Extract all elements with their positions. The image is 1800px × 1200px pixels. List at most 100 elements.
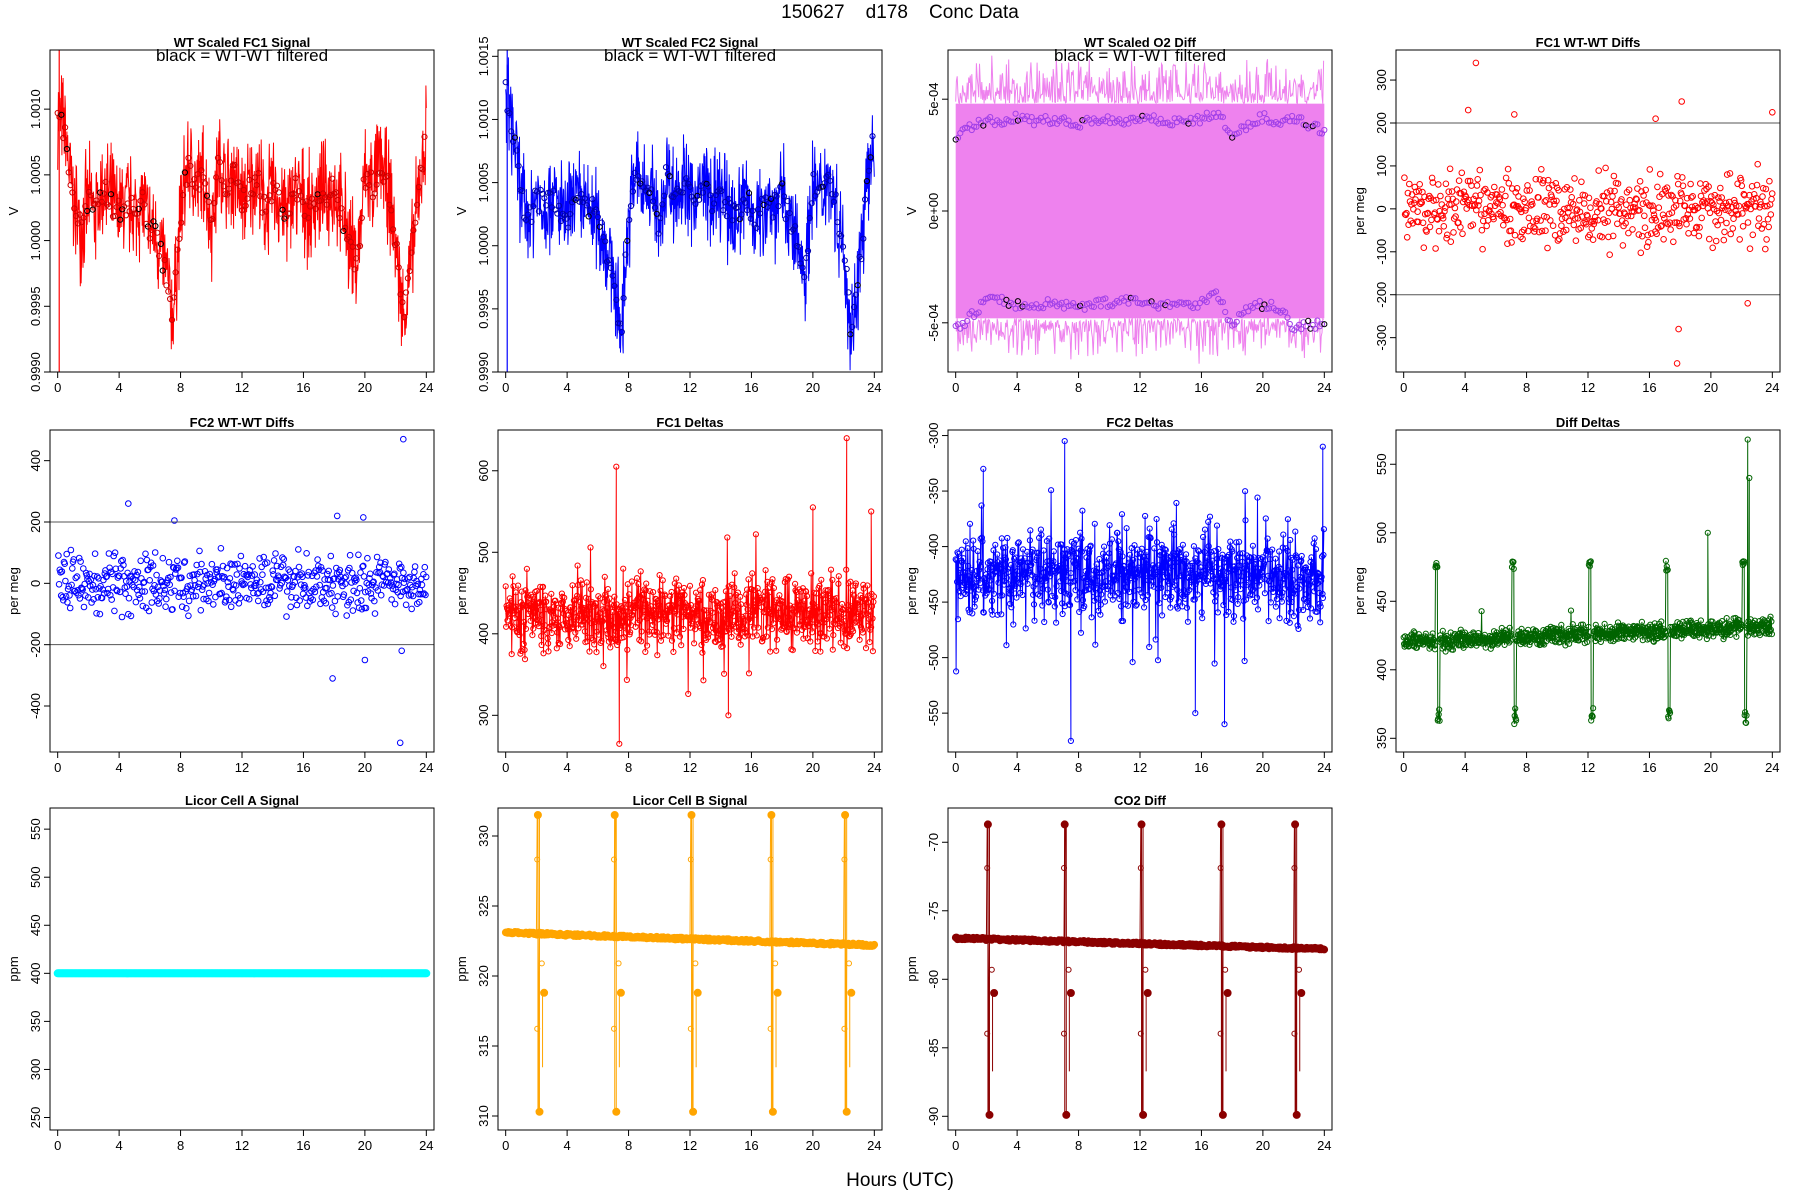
diff-point	[270, 557, 278, 564]
diff-point	[71, 587, 79, 595]
diff-point	[1642, 186, 1649, 194]
delta-point	[1287, 609, 1294, 616]
diff-point	[1421, 193, 1428, 201]
chart-title: FC2 Deltas	[1106, 415, 1173, 430]
diff-point	[298, 570, 306, 577]
filtered-point	[364, 171, 371, 178]
diff-point	[1607, 187, 1614, 195]
diff-point	[343, 612, 351, 619]
delta-point	[1242, 517, 1249, 524]
diff-point	[1515, 205, 1523, 212]
x-tick-label: 16	[744, 760, 758, 775]
diff-point	[1567, 186, 1574, 193]
delta-point	[803, 588, 810, 595]
delta-point	[518, 588, 525, 595]
delta-point	[1230, 618, 1237, 625]
diff-point	[391, 600, 399, 608]
o2-upper-point	[1127, 114, 1134, 122]
filtered-point	[209, 216, 216, 223]
diff-point	[1693, 223, 1701, 231]
diff-point	[327, 552, 335, 560]
diff-point	[1440, 223, 1448, 230]
filtered-point	[631, 169, 638, 176]
diff-point	[1538, 227, 1546, 235]
delta-point	[770, 585, 778, 592]
filtered-point	[262, 208, 270, 215]
outlier-point	[333, 512, 341, 520]
delta-point	[1116, 553, 1123, 560]
diff-point	[152, 591, 160, 598]
diff-point	[227, 560, 234, 568]
diff-point	[113, 586, 120, 594]
diff-point	[1645, 238, 1652, 246]
filtered-point	[806, 215, 813, 222]
filtered-point	[67, 182, 74, 189]
diff-point	[1625, 229, 1632, 237]
diff-point	[1540, 213, 1548, 220]
delta-point	[1249, 542, 1257, 549]
outlier-point	[171, 517, 178, 524]
delta-point	[819, 592, 826, 600]
diff-point	[1432, 245, 1439, 252]
diff-point	[313, 573, 321, 580]
diff-point	[1746, 245, 1754, 252]
delta-point	[699, 649, 706, 656]
delta-point	[1136, 572, 1144, 579]
delta-point	[719, 623, 726, 630]
delta-point	[1259, 568, 1266, 576]
diff-point	[1478, 226, 1486, 234]
o2-upper-point	[1150, 112, 1157, 119]
delta-point	[862, 645, 870, 652]
diff-point	[93, 610, 100, 617]
diff-point	[1735, 211, 1742, 218]
diff-point	[1450, 229, 1457, 236]
delta-point	[604, 586, 612, 593]
diff-point	[1486, 203, 1494, 210]
filtered-point	[167, 295, 174, 303]
diff-point	[184, 583, 191, 590]
diff-point	[145, 607, 153, 615]
delta-point	[508, 651, 515, 658]
delta-point	[619, 607, 626, 614]
delta-point	[674, 611, 681, 618]
filtered-point	[379, 170, 386, 177]
o2-lower-point	[1095, 296, 1102, 303]
delta-point	[587, 544, 594, 551]
diff-point	[1688, 194, 1695, 201]
delta-point	[1031, 617, 1038, 624]
delta-point	[763, 633, 770, 640]
diff-point	[1654, 183, 1661, 191]
diff-point	[1739, 223, 1747, 230]
o2-lower-point	[1298, 326, 1305, 333]
delta-point	[654, 597, 661, 605]
delta-point	[1056, 567, 1063, 574]
y-tick-label: 400	[476, 623, 491, 645]
filtered-point	[828, 191, 836, 198]
diff-point	[292, 567, 299, 575]
diff-point	[1444, 231, 1451, 239]
diff-point	[1629, 226, 1636, 233]
filtered-point	[286, 210, 293, 217]
diff-point	[132, 598, 140, 606]
delta-point	[1224, 569, 1231, 576]
diff-point	[1633, 196, 1640, 203]
diff-point	[347, 596, 355, 604]
diff-point	[252, 582, 259, 590]
o2-lower-point	[964, 317, 971, 325]
y-tick-label: -350	[926, 478, 941, 504]
diff-point	[1670, 204, 1678, 211]
chart-title: WT Scaled FC1 Signal	[174, 35, 311, 50]
delta-point	[1023, 574, 1030, 581]
diff-point	[1542, 197, 1550, 204]
delta-point	[1429, 630, 1436, 637]
filtered-point	[589, 196, 596, 203]
diff-point	[64, 599, 71, 606]
o2-lower-point	[998, 293, 1005, 300]
delta-point	[615, 619, 623, 626]
delta-point	[1216, 569, 1223, 577]
o2-lower-point	[1203, 298, 1210, 306]
delta-point	[1077, 629, 1085, 636]
filtered-point	[227, 177, 234, 184]
x-tick-label: 0	[952, 380, 959, 395]
filtered-point	[191, 176, 198, 183]
